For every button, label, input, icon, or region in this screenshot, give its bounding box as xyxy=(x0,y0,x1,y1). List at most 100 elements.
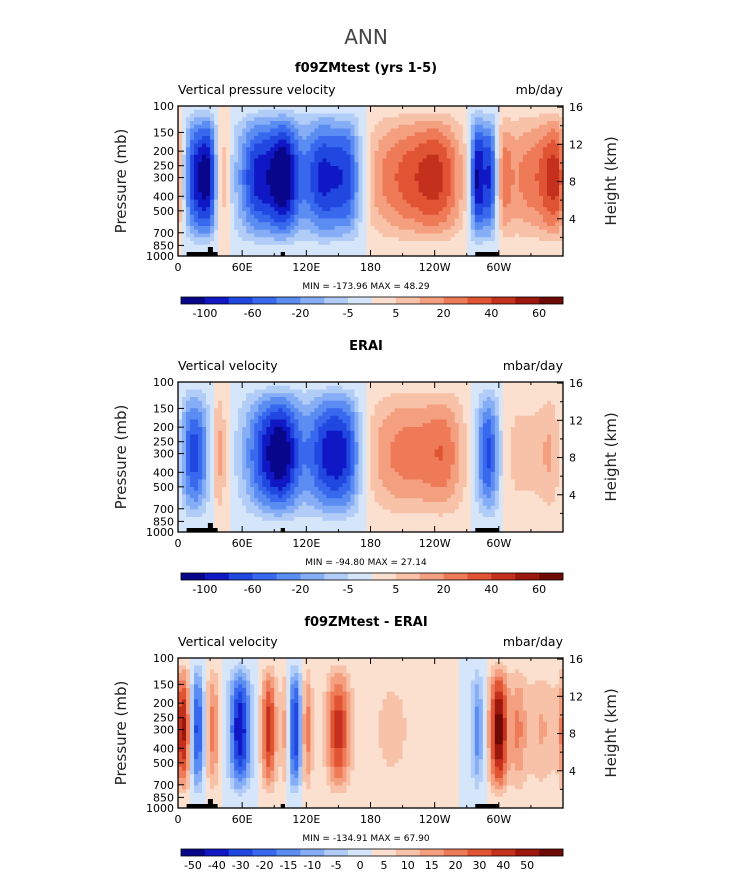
field-cell xyxy=(286,393,291,398)
field-cell xyxy=(222,147,227,152)
field-cell xyxy=(338,408,344,413)
field-cell xyxy=(490,136,496,141)
field-cells xyxy=(178,106,564,257)
field-cell xyxy=(330,184,336,190)
field-cell xyxy=(542,404,548,409)
field-cell xyxy=(466,233,472,238)
field-cell xyxy=(190,214,195,220)
field-cell xyxy=(250,113,255,118)
field-cell xyxy=(178,173,183,178)
field-cell xyxy=(506,132,512,137)
field-cell xyxy=(514,419,520,424)
field-cell xyxy=(398,203,404,208)
field-cell xyxy=(518,128,524,133)
field-cell xyxy=(510,166,516,171)
field-cell xyxy=(538,158,544,163)
field-cell xyxy=(430,229,436,235)
field-cell xyxy=(442,158,448,163)
field-cell xyxy=(382,237,388,242)
field-cell xyxy=(350,151,356,156)
field-cell xyxy=(558,400,564,406)
x-tick-label: 60E xyxy=(232,261,253,274)
field-cell xyxy=(438,412,444,417)
field-cell xyxy=(262,132,267,137)
field-cell xyxy=(254,117,259,122)
field-cell xyxy=(554,177,560,182)
field-cell xyxy=(394,382,400,387)
field-cell xyxy=(282,196,287,201)
field-cell xyxy=(194,203,199,208)
field-cell xyxy=(474,117,480,122)
field-cell xyxy=(202,211,207,216)
field-cell xyxy=(246,169,251,175)
field-cell xyxy=(346,412,352,417)
field-cell xyxy=(178,218,183,223)
field-cell xyxy=(258,229,263,235)
field-cell xyxy=(486,181,492,186)
field-cell xyxy=(538,393,544,398)
field-cell xyxy=(446,117,452,122)
field-cell xyxy=(354,237,360,242)
field-cell xyxy=(414,222,420,227)
field-cell xyxy=(510,408,516,413)
field-cell xyxy=(198,203,203,208)
field-cell xyxy=(370,241,376,246)
field-cell xyxy=(182,109,187,115)
field-cell xyxy=(226,218,231,223)
field-cell xyxy=(202,184,207,190)
field-cell xyxy=(534,218,540,223)
field-cell xyxy=(258,237,263,242)
field-cell xyxy=(242,408,247,413)
field-cell xyxy=(242,177,247,182)
colorbar-label: -5 xyxy=(343,307,354,320)
field-cell xyxy=(522,139,528,145)
field-cell xyxy=(558,147,564,152)
field-cell xyxy=(182,196,187,201)
field-cell xyxy=(522,113,528,118)
field-cell xyxy=(178,415,183,421)
field-cell xyxy=(274,181,279,186)
field-cell xyxy=(310,248,315,253)
field-cell xyxy=(422,177,428,182)
field-cell xyxy=(466,214,472,220)
field-cell xyxy=(318,248,323,253)
field-cell xyxy=(414,188,420,193)
field-cell xyxy=(386,128,392,133)
field-cell xyxy=(502,199,508,205)
field-cell xyxy=(518,218,524,223)
field-cell xyxy=(278,400,283,406)
field-cell xyxy=(250,415,255,421)
field-cell xyxy=(510,244,516,250)
field-cell xyxy=(354,214,360,220)
field-cell xyxy=(550,400,556,406)
field-cell xyxy=(334,241,340,246)
field-cell xyxy=(226,393,231,398)
field-cell xyxy=(514,158,520,163)
field-cell xyxy=(434,196,440,201)
field-cell xyxy=(386,222,392,227)
field-cell xyxy=(322,184,327,190)
field-cell xyxy=(318,207,323,212)
field-cell xyxy=(238,397,243,402)
field-cell xyxy=(474,203,480,208)
field-cell xyxy=(398,106,404,111)
field-cell xyxy=(218,419,223,424)
field-cell xyxy=(242,404,247,409)
field-cell xyxy=(282,408,287,413)
field-cell xyxy=(198,222,203,227)
field-cell xyxy=(254,139,259,145)
field-cell xyxy=(282,109,287,115)
field-cell xyxy=(510,393,516,398)
field-cell xyxy=(358,181,364,186)
field-cell xyxy=(450,412,456,417)
field-cell xyxy=(478,211,484,216)
field-cell xyxy=(406,121,412,126)
field-cell xyxy=(214,241,219,246)
field-cell xyxy=(442,109,448,115)
field-cell xyxy=(354,196,360,201)
field-cell xyxy=(182,106,187,111)
field-cell xyxy=(222,408,227,413)
field-cell xyxy=(250,214,255,220)
field-cell xyxy=(194,233,199,238)
field-cell xyxy=(510,229,516,235)
